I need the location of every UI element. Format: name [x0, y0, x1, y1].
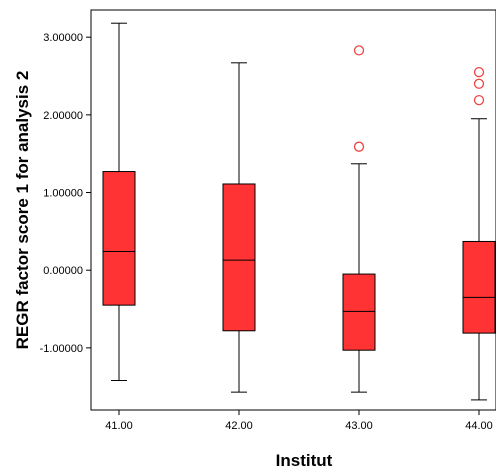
iqr-box	[343, 274, 375, 350]
y-tick-label: 0.00000	[43, 265, 83, 277]
y-tick-label: -1.00000	[40, 343, 83, 355]
y-tick-label: 2.00000	[43, 110, 83, 122]
iqr-box	[103, 172, 135, 306]
iqr-box	[223, 184, 255, 331]
iqr-box	[463, 241, 495, 333]
y-axis-title: REGR factor score 1 for analysis 2	[13, 71, 32, 350]
x-tick-label: 43.00	[345, 420, 373, 432]
plot-area	[91, 10, 496, 410]
x-axis: 41.00 42.00 43.00 44.00	[105, 410, 493, 432]
x-axis-title: Institut	[276, 451, 333, 470]
y-axis: -1.00000 0.00000 1.00000 2.00000 3.00000	[40, 32, 91, 355]
x-tick-label: 42.00	[225, 420, 253, 432]
x-tick-label: 44.00	[465, 420, 493, 432]
y-tick-label: 1.00000	[43, 188, 83, 200]
x-tick-label: 41.00	[105, 420, 133, 432]
y-tick-label: 3.00000	[43, 32, 83, 44]
